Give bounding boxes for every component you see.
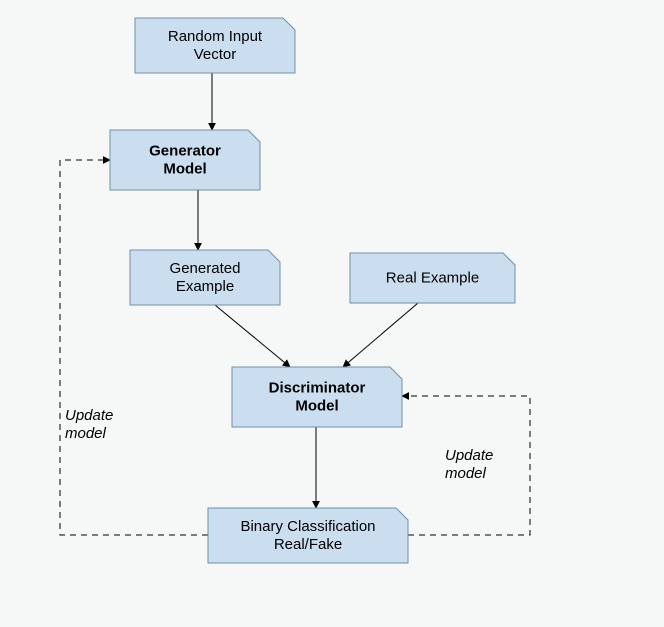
node-real_example: Real Example — [350, 253, 515, 303]
annotation-update_right-line1: model — [445, 465, 487, 482]
node-generated-line1: Example — [176, 278, 234, 295]
node-generator-line0: Generator — [149, 143, 221, 160]
node-binary_class: Binary ClassificationReal/Fake — [208, 508, 408, 563]
gan-flowchart: Random InputVectorGeneratorModelGenerate… — [0, 0, 664, 627]
edge-e6 — [60, 160, 208, 535]
edge-e4 — [343, 303, 418, 367]
node-discriminator-line1: Model — [295, 398, 338, 415]
node-discriminator-line0: Discriminator — [269, 380, 366, 397]
node-random_input-line1: Vector — [194, 46, 237, 63]
node-real_example-line0: Real Example — [386, 270, 479, 287]
node-generator: GeneratorModel — [110, 130, 260, 190]
node-binary_class-line0: Binary Classification — [240, 518, 375, 535]
node-binary_class-line1: Real/Fake — [274, 536, 342, 553]
node-generator-line1: Model — [163, 161, 206, 178]
annotation-update_right-line0: Update — [445, 447, 493, 464]
node-discriminator: DiscriminatorModel — [232, 367, 402, 427]
node-generated: GeneratedExample — [130, 250, 280, 305]
node-random_input-line0: Random Input — [168, 28, 263, 45]
annotation-update_left: Updatemodel — [65, 407, 113, 442]
annotation-update_left-line1: model — [65, 425, 107, 442]
edge-e3 — [215, 305, 290, 367]
node-generated-line0: Generated — [170, 260, 241, 277]
annotation-update_right: Updatemodel — [445, 447, 493, 482]
node-random_input: Random InputVector — [135, 18, 295, 73]
annotation-update_left-line0: Update — [65, 407, 113, 424]
